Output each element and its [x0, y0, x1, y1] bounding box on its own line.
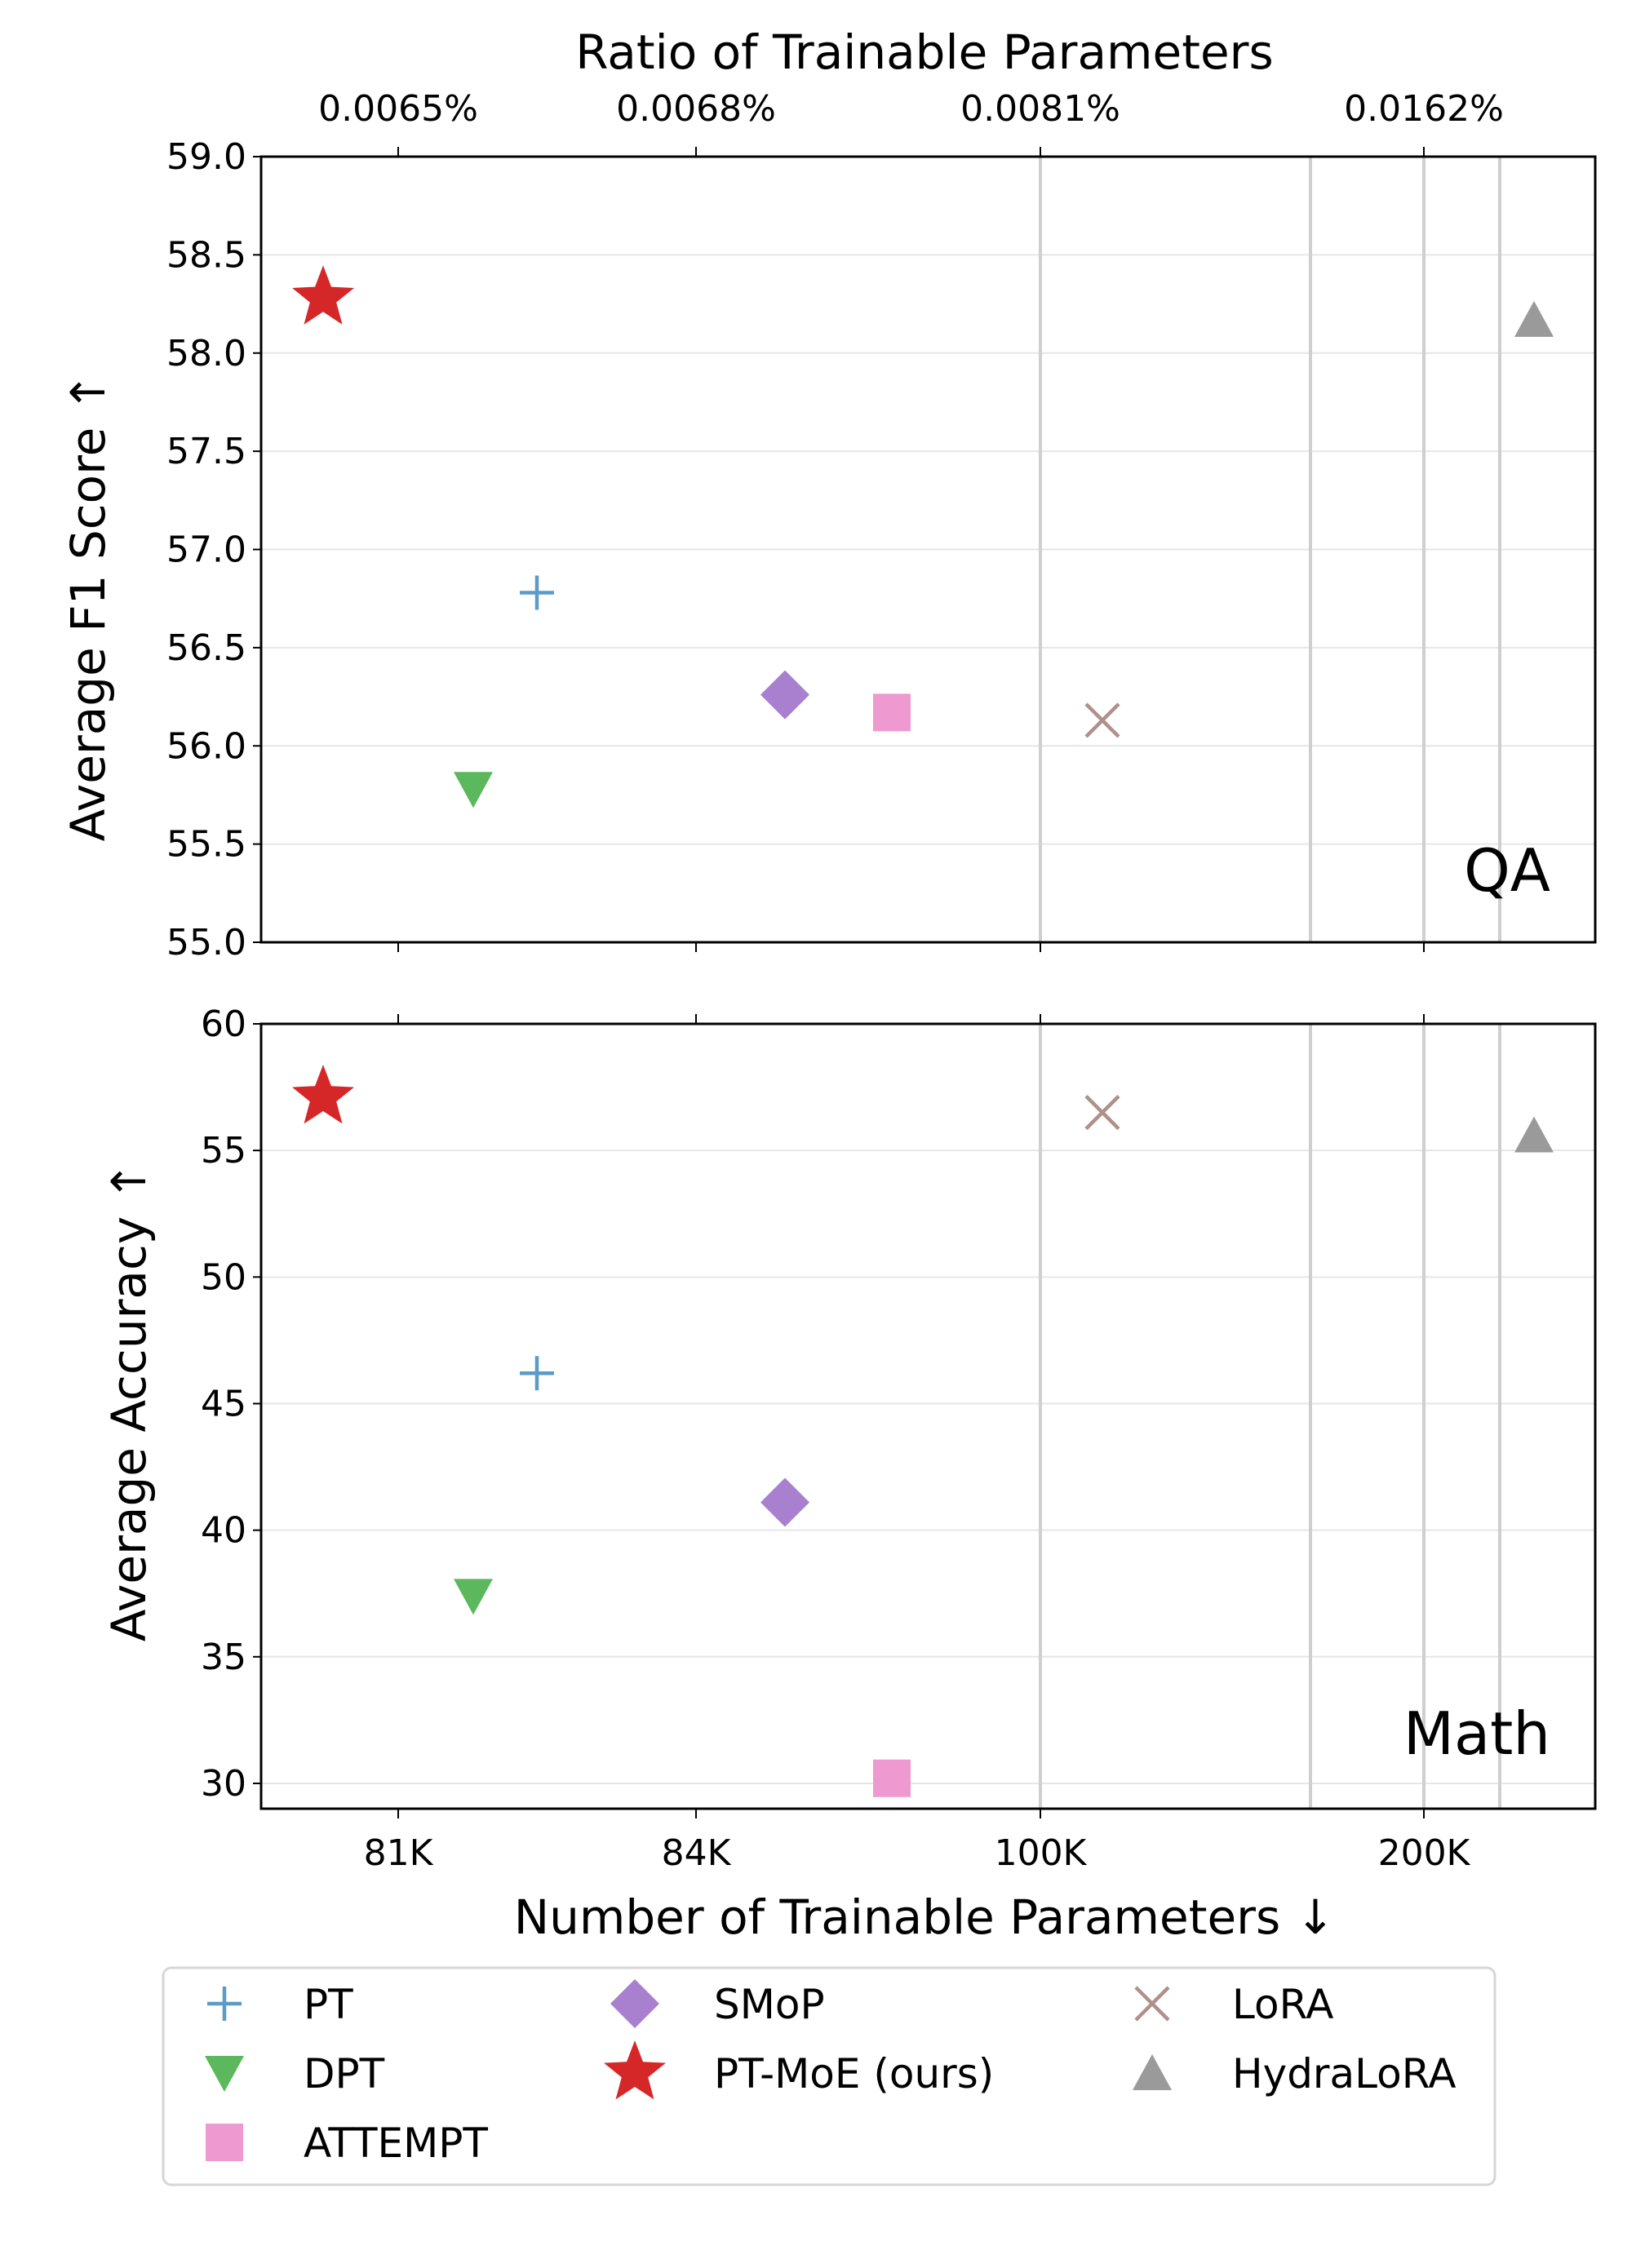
triangle-down-icon [205, 2056, 244, 2092]
point-smop [760, 1477, 809, 1527]
diamond-icon [610, 1979, 659, 2028]
qa-panel-label: QA [1464, 836, 1550, 905]
y-tick-label: 57.5 [166, 431, 246, 472]
y-tick-label: 40 [201, 1510, 246, 1552]
y-tick-label: 55.5 [166, 824, 246, 866]
point-hydralora [1514, 300, 1554, 337]
legend-label: LoRA [1232, 1981, 1334, 2028]
x-axis-title: Number of Trainable Parameters ↓ [514, 1889, 1336, 1945]
legend-label: HydraLoRA [1232, 2050, 1457, 2097]
point-lora-b [1084, 1095, 1120, 1131]
legend: PT DPT ATTEMPT SMoP PT-MoE (ours) LoRA HydraLo… [162, 1966, 1496, 2186]
top-axis-tick-label: 0.0068% [616, 88, 776, 130]
top-axis-tick-label: 0.0162% [1344, 88, 1504, 130]
qa-y-axis-title: Average F1 Score ↑ [60, 373, 116, 842]
legend-item-pt: PT [207, 1981, 353, 2028]
y-tick-label: 58.5 [166, 234, 246, 276]
y-tick-label: 35 [201, 1637, 246, 1678]
triangle-up-icon [1133, 2054, 1172, 2090]
legend-item-attempt: ATTEMPT [206, 2120, 488, 2167]
legend-item-hydralora: HydraLoRA [1133, 2050, 1457, 2097]
y-tick-label: 57.0 [166, 529, 246, 571]
point-lora [1084, 702, 1120, 738]
y-tick-label: 59.0 [166, 136, 246, 178]
y-tick-label: 55 [201, 1130, 246, 1172]
point-pt-moe-ours [292, 265, 354, 325]
point-attempt [873, 1759, 911, 1797]
x-icon-b [1134, 1986, 1170, 2022]
top-axis-tick-label: 0.0081% [960, 88, 1120, 130]
legend-label: PT-MoE (ours) [714, 2050, 994, 2097]
legend-item-dpt: DPT [205, 2050, 385, 2097]
point-pt-moe-ours [292, 1065, 354, 1124]
plot-frame [259, 155, 1597, 944]
legend-label: ATTEMPT [304, 2120, 488, 2167]
y-tick-label: 56.0 [166, 725, 246, 767]
x-tick-label: 100K [995, 1832, 1088, 1874]
x-icon [1134, 1986, 1170, 2022]
plot-frame [259, 1022, 1597, 1810]
y-tick-label: 56.5 [166, 627, 246, 669]
legend-item-smop: SMoP [610, 1979, 825, 2028]
point-pt [520, 1356, 554, 1391]
y-tick-label: 30 [201, 1763, 246, 1805]
square-icon [206, 2124, 243, 2161]
math-panel-label: Math [1403, 1699, 1550, 1768]
legend-label: DPT [304, 2050, 385, 2097]
legend-frame [162, 1966, 1496, 2186]
math-panel: 30 35 40 45 50 55 60 Math [201, 1003, 1597, 1818]
qa-panel: 55.0 55.5 56.0 56.5 57.0 57.5 58.0 58.5 59.0 QA [166, 136, 1597, 963]
point-smop [760, 670, 809, 720]
point-dpt [454, 772, 493, 808]
point-lora-b [1084, 702, 1120, 738]
legend-item-lora: LoRA [1134, 1981, 1334, 2028]
y-tick-label: 45 [201, 1383, 246, 1424]
legend-item-pt-moe-ours: PT-MoE (ours) [604, 2040, 994, 2100]
plus-icon [207, 1987, 242, 2021]
top-axis-tick-label: 0.0065% [318, 88, 478, 130]
star-icon [604, 2040, 666, 2100]
x-tick-label: 200K [1378, 1832, 1471, 1874]
legend-label: PT [304, 1981, 353, 2028]
point-dpt [454, 1579, 493, 1615]
y-tick-label: 50 [201, 1256, 246, 1298]
y-tick-label: 55.0 [166, 922, 246, 963]
x-tick-label: 81K [364, 1832, 434, 1874]
point-hydralora [1514, 1116, 1554, 1153]
y-tick-label: 60 [201, 1003, 246, 1045]
point-pt [520, 575, 554, 610]
x-tick-label: 84K [662, 1832, 732, 1874]
legend-label: SMoP [714, 1981, 825, 2028]
math-y-axis-title: Average Accuracy ↑ [101, 1162, 157, 1641]
y-tick-label: 58.0 [166, 333, 246, 374]
point-lora [1084, 1095, 1120, 1131]
point-attempt [873, 693, 911, 732]
top-axis-title: Ratio of Trainable Parameters [575, 24, 1273, 80]
